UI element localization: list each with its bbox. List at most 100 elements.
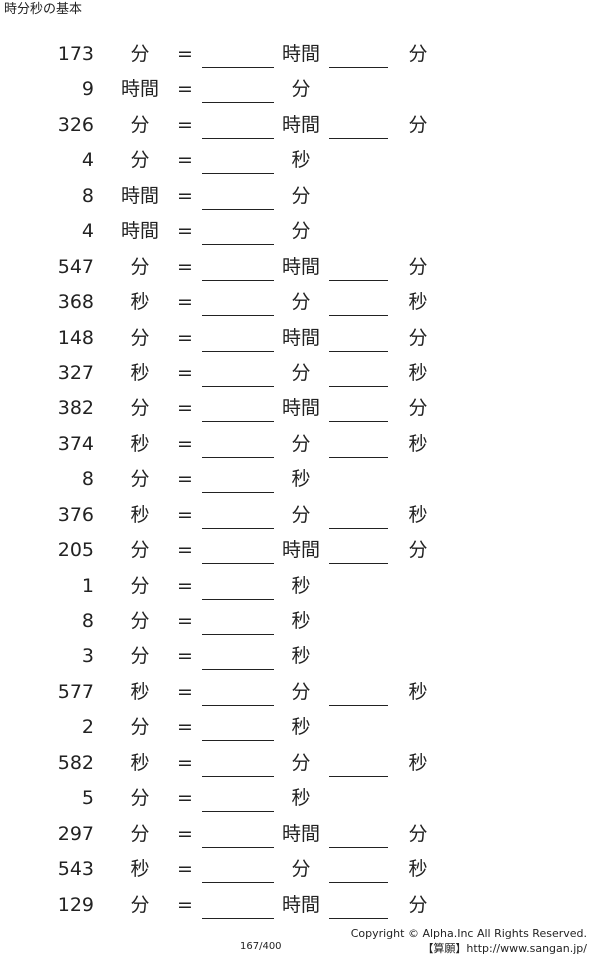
problem-value: 376 [57,503,94,526]
problem-row: 173 分 = 時間 分 [0,35,600,70]
problem-row: 4 時間 = 分 [0,212,600,247]
problem-value: 8 [81,468,94,491]
problem-unit: 時間 [120,78,160,101]
answer-blank-remainder[interactable] [329,563,388,565]
answer-blank[interactable] [202,704,274,706]
answer-blank[interactable] [202,421,274,423]
answer-blank-remainder[interactable] [329,421,388,423]
answer-blank-remainder[interactable] [329,315,388,317]
equals-sign: = [177,220,193,243]
answer-unit: 分 [291,503,311,526]
answer-blank-remainder[interactable] [329,846,388,848]
remainder-unit: 分 [408,893,428,916]
answer-blank[interactable] [202,315,274,317]
problem-unit: 秒 [130,361,150,384]
equals-sign: = [177,43,193,65]
answer-blank-remainder[interactable] [329,385,388,387]
answer-unit: 秒 [291,574,311,597]
answer-unit: 時間 [281,113,321,136]
answer-blank-remainder[interactable] [329,882,388,884]
equals-sign: = [177,751,193,774]
remainder-unit: 分 [408,326,428,349]
answer-blank[interactable] [202,67,274,68]
answer-blank-remainder[interactable] [329,67,388,68]
answer-blank-remainder[interactable] [329,456,388,458]
answer-blank-remainder[interactable] [329,527,388,529]
answer-blank[interactable] [202,917,274,919]
answer-blank[interactable] [202,527,274,529]
answer-blank[interactable] [202,598,274,600]
answer-blank-remainder[interactable] [329,917,388,919]
equals-sign: = [177,397,193,420]
problem-value: 8 [81,610,94,632]
problem-row: 582 秒 = 分 秒 [0,744,600,779]
answer-blank[interactable] [202,634,274,635]
problem-row: 326 分 = 時間 分 [0,106,600,141]
answer-blank-remainder[interactable] [329,279,388,281]
answer-blank[interactable] [202,740,274,742]
remainder-unit: 秒 [408,751,428,774]
problem-value: 547 [57,255,94,278]
answer-blank[interactable] [202,846,274,848]
answer-blank[interactable] [202,279,274,281]
problem-row: 9 時間 = 分 [0,70,600,105]
answer-unit: 分 [291,361,311,384]
answer-blank[interactable] [202,244,274,246]
problem-unit: 秒 [130,858,150,881]
equals-sign: = [177,255,193,278]
answer-unit: 時間 [281,893,321,916]
answer-blank-remainder[interactable] [329,775,388,777]
answer-blank[interactable] [202,882,274,884]
problem-value: 173 [57,43,94,65]
remainder-unit: 分 [408,113,428,136]
problem-unit: 分 [130,716,150,739]
answer-unit: 秒 [291,645,311,668]
problem-value: 582 [57,751,94,774]
problem-row: 374 秒 = 分 秒 [0,425,600,460]
answer-blank[interactable] [202,385,274,387]
answer-blank[interactable] [202,492,274,494]
answer-blank-remainder[interactable] [329,350,388,352]
remainder-unit: 分 [408,539,428,562]
answer-blank-remainder[interactable] [329,137,388,139]
problem-value: 543 [57,858,94,881]
answer-blank[interactable] [202,350,274,352]
answer-blank[interactable] [202,811,274,813]
remainder-unit: 分 [408,822,428,845]
problem-row: 577 秒 = 分 秒 [0,673,600,708]
answer-blank[interactable] [202,173,274,175]
equals-sign: = [177,361,193,384]
problem-value: 9 [81,78,94,101]
remainder-unit: 秒 [408,503,428,526]
equals-sign: = [177,503,193,526]
answer-blank[interactable] [202,102,274,104]
answer-blank[interactable] [202,137,274,139]
problem-unit: 分 [130,255,150,278]
equals-sign: = [177,610,193,632]
answer-unit: 秒 [291,610,311,632]
answer-unit: 分 [291,432,311,455]
answer-unit: 秒 [291,716,311,739]
equals-sign: = [177,645,193,668]
answer-blank[interactable] [202,208,274,210]
page-title: 時分秒の基本 [4,2,83,17]
problem-row: 382 分 = 時間 分 [0,389,600,424]
answer-blank[interactable] [202,563,274,565]
problem-value: 148 [57,326,94,349]
problem-unit: 分 [130,822,150,845]
problem-value: 8 [81,184,94,207]
answer-blank[interactable] [202,669,274,671]
answer-unit: 分 [291,751,311,774]
equals-sign: = [177,893,193,916]
equals-sign: = [177,539,193,562]
answer-blank-remainder[interactable] [329,704,388,706]
answer-blank[interactable] [202,456,274,458]
problem-unit: 分 [130,610,150,632]
answer-unit: 時間 [281,255,321,278]
problem-row: 8 時間 = 分 [0,177,600,212]
problem-value: 205 [57,539,94,562]
problem-value: 297 [57,822,94,845]
answer-blank[interactable] [202,775,274,777]
problem-row: 297 分 = 時間 分 [0,815,600,850]
problem-value: 4 [81,220,94,243]
